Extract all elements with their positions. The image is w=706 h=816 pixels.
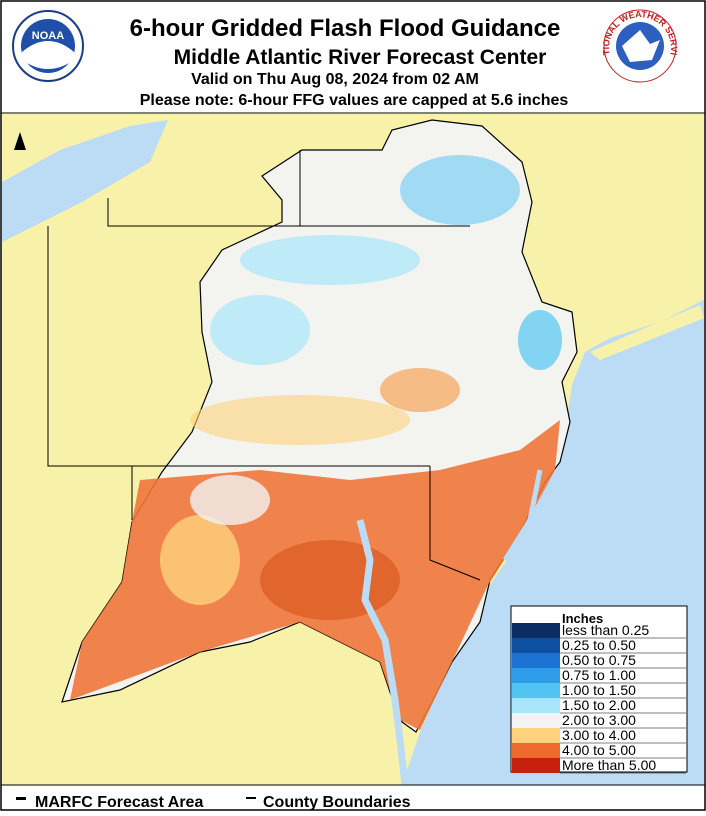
legend-swatch: [512, 638, 560, 653]
legend-label: 4.00 to 5.00: [562, 742, 636, 758]
legend-label: More than 5.00: [562, 757, 656, 773]
lake-ontario: [2, 120, 168, 242]
legend-swatch: [512, 668, 560, 683]
long-island: [590, 305, 704, 360]
noaa-logo: NOAA: [12, 10, 84, 82]
legend-label: less than 0.25: [562, 622, 649, 638]
chesapeake-bay: [356, 519, 409, 786]
logo-text: NOAA: [32, 30, 64, 42]
legend-swatch: [512, 623, 560, 638]
forecast-area-key: [16, 797, 26, 800]
legend-label: 0.75 to 1.00: [562, 667, 636, 683]
legend-swatch: [512, 743, 560, 758]
valid-time: Valid on Thu Aug 08, 2024 from 02 AM: [191, 71, 479, 88]
legend-label: 1.00 to 1.50: [562, 682, 636, 698]
note: Please note: 6-hour FFG values are cappe…: [140, 92, 569, 109]
legend-swatch: [512, 713, 560, 728]
legend-label: 0.25 to 0.50: [562, 637, 636, 653]
legend-label: 0.50 to 0.75: [562, 652, 636, 668]
title: 6-hour Gridded Flash Flood Guidance: [130, 15, 561, 42]
ffg-fill: [70, 155, 562, 730]
legend-swatch: [512, 758, 560, 773]
legend-label: 2.00 to 3.00: [562, 712, 636, 728]
legend-swatch: [512, 728, 560, 743]
legend-label: 1.50 to 2.00: [562, 697, 636, 713]
legend-title: Inches: [562, 611, 603, 626]
legend: Inches less than 0.250.25 to 0.500.50 to…: [510, 605, 688, 774]
subtitle: Middle Atlantic River Forecast Center: [174, 46, 547, 69]
legend-swatch: [512, 698, 560, 713]
legend-swatch: [512, 653, 560, 668]
delaware-bay: [502, 469, 543, 562]
county-key: [246, 797, 256, 799]
footer-item: MARFC Forecast Area: [35, 794, 203, 811]
legend-label: 3.00 to 4.00: [562, 727, 636, 743]
north-arrow: [14, 132, 26, 150]
state-boundaries: [47, 150, 481, 581]
footer-item: County Boundaries: [263, 794, 411, 811]
legend-swatch: [512, 683, 560, 698]
